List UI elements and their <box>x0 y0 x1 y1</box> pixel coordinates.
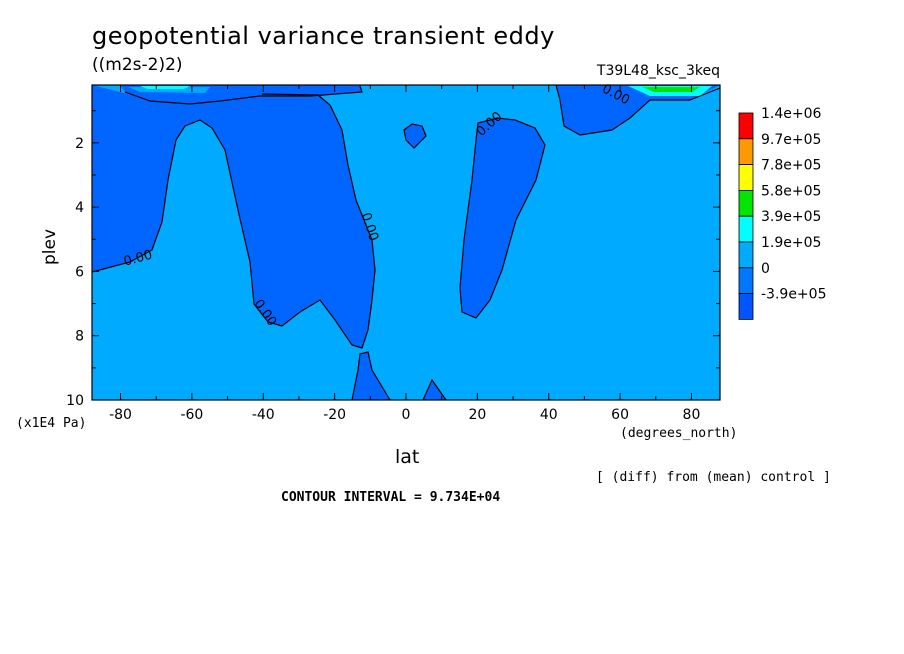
legend-swatch <box>738 267 754 294</box>
contour-line-sh-bottom <box>351 351 391 401</box>
legend-label: 7.8e+05 <box>761 158 821 174</box>
contour-line-sh <box>91 93 376 349</box>
y-tick-label: 10 <box>66 393 84 409</box>
color-legend: 1.4e+06 9.7e+05 7.8e+05 5.8e+05 3.9e+05 1.9e+… <box>738 106 826 320</box>
pos-strip-nh-2 <box>642 87 700 92</box>
x-tick-label: -40 <box>252 407 275 423</box>
x-tick-label: -20 <box>323 407 346 423</box>
chart-title: geopotential variance transient eddy <box>92 22 555 50</box>
x-tick-label: -80 <box>109 407 132 423</box>
legend-label: -3.9e+05 <box>761 287 826 303</box>
legend-swatch <box>738 112 754 140</box>
legend-label: 0 <box>761 261 770 277</box>
legend-swatch <box>738 164 754 191</box>
y-tick-label: 6 <box>75 264 84 280</box>
x-tick-label: 60 <box>611 407 629 423</box>
legend-swatch <box>738 215 754 243</box>
neg-region-eq-small <box>404 124 426 148</box>
y-tick-label: 4 <box>75 200 84 216</box>
contour-interval: CONTOUR INTERVAL = 9.734E+04 <box>281 490 501 505</box>
legend-swatch <box>738 138 754 166</box>
y-axis: 2 4 6 8 10 <box>66 110 720 409</box>
y-axis-units: (x1E4 Pa) <box>16 416 87 431</box>
x-axis: -80 -60 -40 -20 0 20 40 60 80 <box>109 85 700 423</box>
x-tick-label: -60 <box>180 407 203 423</box>
legend-label: 9.7e+05 <box>761 132 821 148</box>
pos-strip-sh-2 <box>140 86 190 89</box>
legend-swatch <box>738 241 754 269</box>
y-tick-label: 2 <box>75 136 84 152</box>
contour-line-eq-bottom <box>422 378 447 401</box>
neg-region-nh-column <box>460 118 545 318</box>
legend-label: 1.4e+06 <box>761 106 822 122</box>
x-tick-label: 0 <box>402 407 411 423</box>
contour-line-nh-column <box>459 117 546 319</box>
y-tick-label: 8 <box>75 329 84 345</box>
neg-region-sh-upper <box>92 85 375 348</box>
contour-lines <box>91 84 721 401</box>
neg-region-eq-bottom <box>423 380 446 400</box>
legend-label: 3.9e+05 <box>761 209 821 225</box>
contour-field <box>92 85 720 400</box>
legend-swatch <box>738 293 754 320</box>
diff-note: [ (diff) from (mean) control ] <box>596 470 831 485</box>
contour-line-eq-small <box>403 123 427 149</box>
legend-label: 1.9e+05 <box>761 235 821 251</box>
contour-line-nh-top <box>555 84 721 136</box>
chart-units: ((m2s-2)2) <box>92 55 183 75</box>
x-axis-label: lat <box>395 446 420 468</box>
neg-region-sh-bottom <box>352 352 390 400</box>
legend-label: 5.8e+05 <box>761 183 821 199</box>
x-tick-label: 40 <box>540 407 558 423</box>
x-tick-label: 20 <box>468 407 486 423</box>
contour-label: 0.00 <box>122 248 154 270</box>
x-tick-label: 80 <box>683 407 701 423</box>
legend-swatch <box>738 189 754 217</box>
contour-line-top <box>124 85 363 105</box>
x-axis-units: (degrees_north) <box>620 426 738 441</box>
experiment-name: T39L48_ksc_3keq <box>596 63 720 79</box>
